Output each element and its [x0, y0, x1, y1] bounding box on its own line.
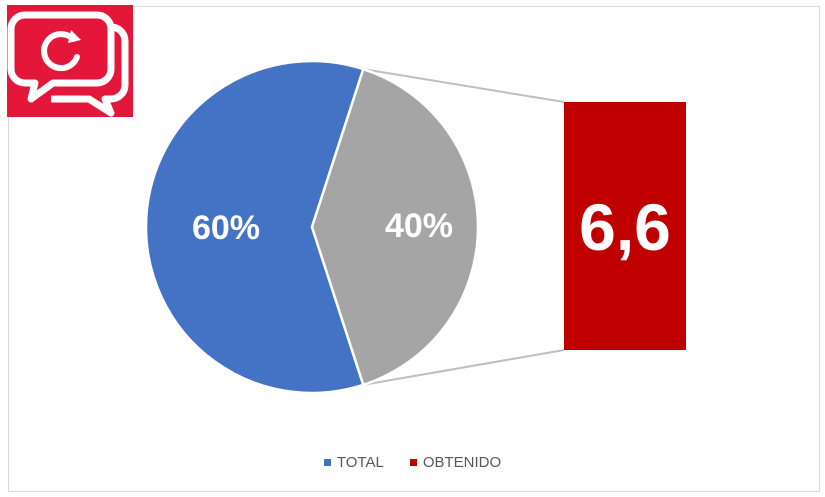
chat-bubbles-refresh-icon [7, 11, 129, 117]
breakout-bar [564, 102, 686, 350]
connector-line-bottom [363, 349, 565, 386]
breakout-value-label: 6,6 [579, 190, 671, 264]
pie-slice-total [144, 59, 365, 395]
legend-label-total: TOTAL [336, 454, 384, 471]
legend-label-obtenido: OBTENIDO [422, 454, 502, 471]
legend: TOTAL OBTENIDO [0, 454, 825, 471]
connector-line-top [363, 68, 565, 103]
legend-swatch-obtenido [409, 459, 417, 466]
logo [7, 5, 133, 117]
slice-label-obtenido: 40% [385, 207, 453, 245]
pie-slice-obtenido [310, 67, 480, 387]
legend-item-obtenido: OBTENIDO [409, 454, 502, 471]
legend-item-total: TOTAL [323, 454, 384, 471]
legend-swatch-total [323, 459, 331, 466]
slice-label-total: 60% [192, 209, 260, 247]
